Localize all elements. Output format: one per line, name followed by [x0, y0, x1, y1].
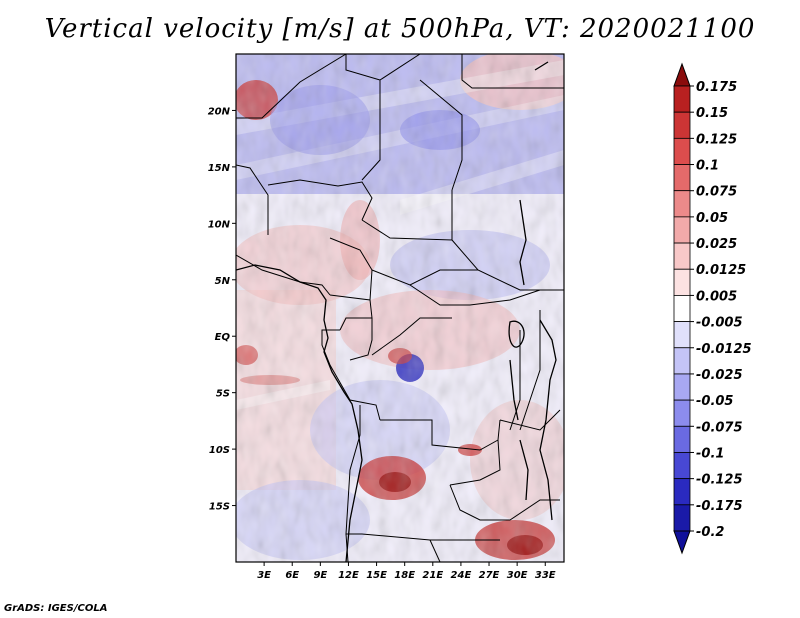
colorbar-swatch [673, 399, 691, 427]
colorbar-swatch [673, 164, 691, 192]
colorbar-label: 0.125 [696, 132, 737, 147]
lat-tick-label: 15N [208, 163, 231, 174]
colorbar-label: -0.1 [696, 446, 724, 461]
colorbar-swatch [673, 85, 691, 113]
colorbar-swatch [673, 452, 691, 480]
colorbar-swatch [673, 295, 691, 322]
colorbar-swatch [673, 242, 691, 270]
lon-tick-label: 24E [451, 570, 472, 581]
lon-tick-label: 30E [507, 570, 528, 581]
colorbar-swatch [673, 347, 691, 375]
colorbar-swatch [673, 478, 691, 506]
colorbar-label: 0.15 [696, 106, 728, 121]
lon-tick-label: 27E [479, 570, 500, 581]
coastlines [236, 61, 557, 562]
colorbar-label: -0.05 [696, 394, 733, 409]
colorbar-label: -0.0125 [696, 342, 752, 357]
colorbar-label: -0.075 [696, 420, 743, 435]
colorbar-label: 0.1 [696, 159, 719, 174]
colorbar-label: 0.175 [696, 80, 737, 95]
colorbar-label: -0.125 [696, 473, 743, 488]
colorbar-swatch [673, 137, 691, 165]
colorbar: 0.175 0.15 0.125 0.1 0.075 0.05 0.025 0.0125 0.0… [673, 62, 752, 555]
lon-tick-label: 18E [394, 570, 415, 581]
chart-title: Vertical velocity [m/s] at 500hPa, VT: 2… [44, 14, 756, 44]
longitude-axis: 3E 6E 9E 12E 15E 18E 21E 24E 27E 30E 33E [257, 562, 556, 581]
lat-tick-label: EQ [215, 332, 231, 343]
colorbar-label: -0.175 [696, 499, 743, 514]
lat-tick-label: 20N [208, 106, 231, 117]
colorbar-swatch [673, 111, 691, 139]
colorbar-top-arrow [673, 62, 691, 87]
lon-tick-label: 9E [313, 570, 327, 581]
country-borders [236, 54, 564, 562]
colorbar-bottom-arrow [673, 530, 691, 555]
map-frame [235, 53, 565, 563]
colorbar-swatch [673, 425, 691, 453]
lon-tick-label: 6E [285, 570, 299, 581]
colorbar-swatch [673, 216, 691, 244]
lat-tick-label: 10S [209, 445, 230, 456]
lon-tick-label: 21E [422, 570, 443, 581]
lon-tick-label: 3E [257, 570, 271, 581]
colorbar-label: 0.05 [696, 211, 728, 226]
colorbar-label: 0.005 [696, 289, 737, 304]
colorbar-label: -0.005 [696, 316, 743, 331]
lon-tick-label: 33E [535, 570, 556, 581]
colorbar-label: -0.025 [696, 368, 743, 383]
lon-tick-label: 12E [338, 570, 359, 581]
colorbar-swatch [673, 373, 691, 401]
lat-tick-label: 5N [215, 276, 231, 287]
lon-tick-label: 15E [366, 570, 387, 581]
colorbar-label: 0.025 [696, 237, 737, 252]
colorbar-label: -0.2 [696, 525, 724, 540]
lat-tick-label: 15S [209, 502, 230, 513]
colorbar-swatch [673, 321, 691, 349]
lat-tick-label: 10N [208, 219, 231, 230]
grads-credit: GrADS: IGES/COLA [4, 603, 108, 614]
colorbar-label: 0.0125 [696, 263, 746, 278]
velocity-field [236, 54, 564, 562]
colorbar-label: 0.075 [696, 185, 737, 200]
colorbar-swatch [673, 268, 691, 296]
latitude-axis: 20N 15N 10N 5N EQ 5S 10S 15S [208, 106, 236, 513]
colorbar-swatch [673, 504, 691, 532]
lat-tick-label: 5S [216, 389, 230, 400]
colorbar-swatch [673, 190, 691, 218]
